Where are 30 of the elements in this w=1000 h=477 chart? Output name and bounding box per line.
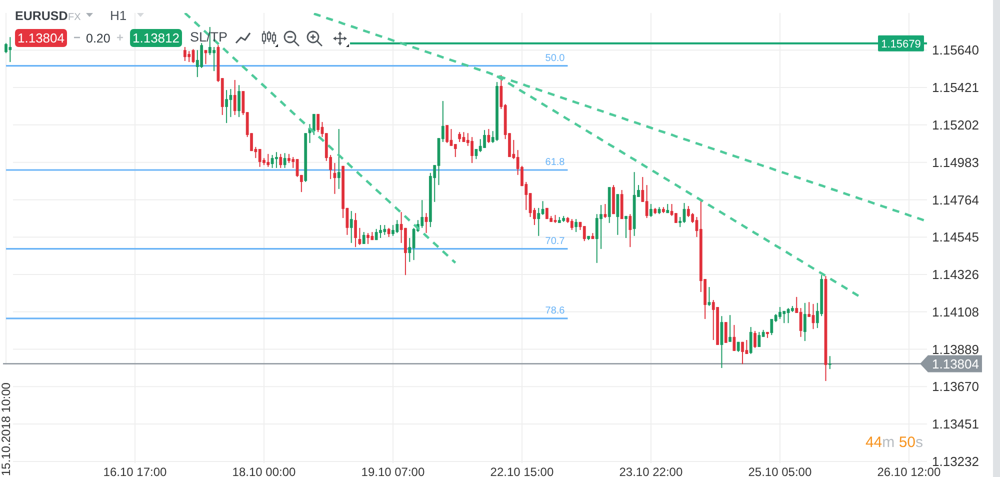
y-tick-label: 1.14108 (932, 304, 979, 320)
y-tick-label: 1.15202 (932, 117, 979, 132)
x-tick-label: 26.10 12:00 (877, 465, 941, 477)
y-tick-label: 1.14545 (932, 230, 979, 245)
y-tick-label: 1.13451 (932, 416, 979, 432)
annotation: 44m 50s (865, 434, 923, 451)
chart-title: EURUSD (15, 9, 68, 23)
series-label: 78.6 (545, 305, 566, 316)
y-tick-label: 1.13889 (932, 342, 979, 357)
y-tick-label: 1.15421 (932, 80, 979, 96)
x-tick-label: 22.10 15:00 (490, 465, 554, 477)
ref-line-label: 1.13804 (932, 356, 979, 372)
x-tick-label: 25.10 05:00 (748, 465, 812, 477)
annotation: FX (68, 12, 82, 23)
y-tick-label: 1.13670 (932, 379, 979, 394)
y-tick-label: 1.14326 (932, 267, 979, 282)
series-label: 70.7 (545, 236, 566, 247)
x-tick-label: 18.10 00:00 (232, 465, 296, 477)
ref-line-label: 1.15679 (881, 38, 921, 50)
y-tick-label: 1.14983 (932, 154, 979, 170)
x-tick-label: 23.10 22:00 (619, 465, 683, 477)
series-label: 50.0 (545, 52, 566, 64)
y-tick-label: 1.14764 (932, 192, 979, 208)
annotation: H1 (110, 8, 127, 23)
x-tick-label: 15.10.2018 10:00 (0, 382, 14, 476)
annotation: 0.20 (86, 32, 110, 46)
y-tick-label: 1.15640 (932, 42, 979, 58)
series-label: 61.8 (545, 157, 566, 168)
x-tick-label: 16.10 17:00 (103, 465, 168, 477)
x-tick-label: 19.10 07:00 (361, 465, 425, 477)
